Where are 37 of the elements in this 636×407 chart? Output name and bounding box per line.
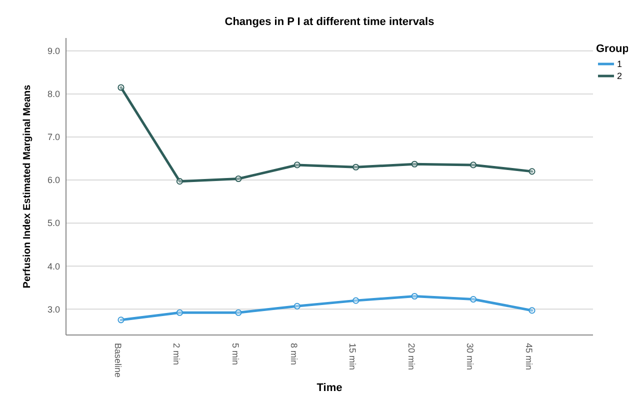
point bbox=[411, 160, 418, 168]
y-tick-label: 7.0 bbox=[47, 132, 60, 142]
y-tick-label: 8.0 bbox=[47, 89, 60, 100]
x-tick-label: 2 min bbox=[172, 343, 182, 366]
y-tick-label: 9.0 bbox=[47, 46, 60, 56]
point bbox=[118, 316, 124, 324]
point bbox=[470, 162, 477, 168]
legend-label: 1 bbox=[617, 59, 622, 70]
x-tick-label: 8 min bbox=[288, 343, 299, 366]
point bbox=[176, 178, 184, 185]
point bbox=[352, 297, 360, 304]
y-axis-title: Perfusion Index Estimated Marginal Means bbox=[22, 84, 33, 288]
y-tick-label: 4.0 bbox=[47, 261, 60, 272]
chart-title: Changes in P I at different time intervals bbox=[224, 16, 434, 28]
y-tick-label: 6.0 bbox=[47, 175, 60, 186]
point bbox=[352, 164, 360, 170]
line-series bbox=[118, 84, 536, 185]
x-tick-label: 20 min bbox=[406, 343, 416, 370]
point bbox=[528, 307, 536, 314]
point bbox=[294, 302, 300, 310]
point bbox=[528, 168, 536, 175]
point bbox=[235, 309, 242, 316]
point bbox=[470, 296, 477, 303]
y-tick-label: 5.0 bbox=[47, 218, 60, 228]
legend-label: 2 bbox=[617, 71, 622, 82]
point bbox=[235, 175, 242, 182]
point bbox=[118, 84, 124, 91]
x-axis-title: Time bbox=[316, 382, 342, 394]
x-tick-label: 30 min bbox=[465, 343, 476, 370]
x-tick-label: 15 min bbox=[348, 343, 358, 370]
y-tick-label: 3.0 bbox=[47, 304, 60, 314]
x-tick-label: Baseline bbox=[112, 343, 123, 378]
point bbox=[176, 309, 184, 316]
x-tick-label: 45 min bbox=[524, 343, 534, 370]
x-tick-label: 5 min bbox=[230, 343, 240, 366]
point bbox=[294, 162, 300, 168]
point bbox=[411, 292, 418, 300]
